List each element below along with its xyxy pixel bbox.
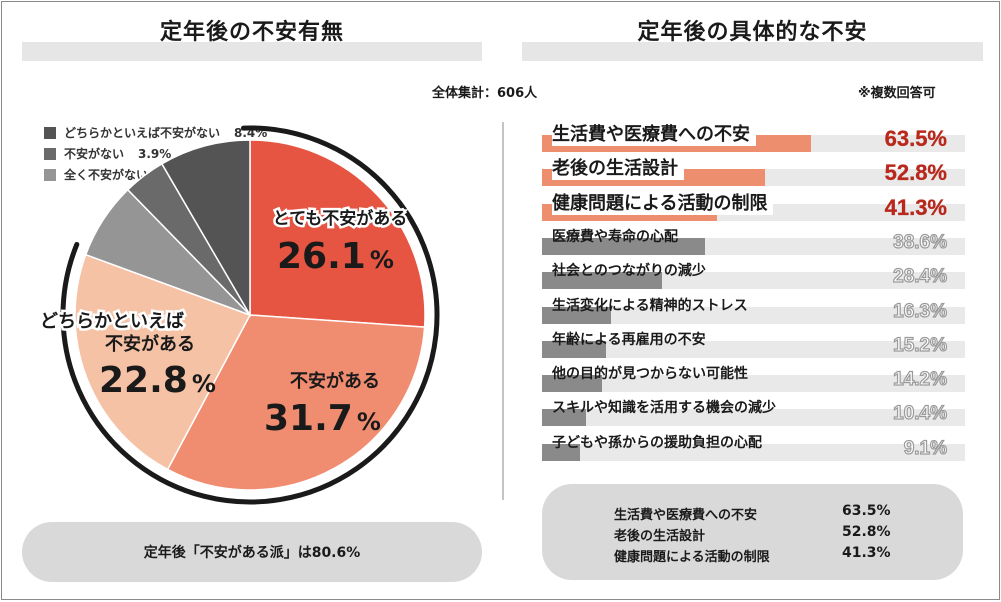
pie-slice <box>84 188 251 316</box>
pie-slice <box>126 162 251 316</box>
bar-row: 老後の生活設計 52.8% <box>542 154 967 189</box>
bar-track <box>542 306 965 324</box>
bar-track <box>542 340 965 358</box>
bar <box>542 237 706 255</box>
bar-row: 健康問題による活動の制限 41.3% <box>542 188 967 224</box>
legend-label: どちらかといえば不安がない <box>64 126 221 140</box>
slice-label-somewhat-anxious-1: どちらかといえば <box>40 311 184 332</box>
slice-value-somewhat-anxious: 22.8% <box>99 360 216 401</box>
bar <box>542 340 607 358</box>
bar <box>542 375 603 393</box>
bar-row: 子どもや孫からの援助負担の心配 9.1% <box>542 431 967 464</box>
bar-row: 社会とのつながりの減少 28.4% <box>542 259 967 292</box>
bar-category-label: 老後の生活設計 <box>552 154 684 181</box>
bar-value-label: 9.1% <box>903 437 948 459</box>
legend-swatch <box>44 126 56 139</box>
pie-slice <box>166 314 426 491</box>
bar-value-label: 10.4% <box>893 403 948 425</box>
bar-value-label: 63.5% <box>884 126 947 151</box>
bar-category-label: 生活費や医療費への不安 <box>552 120 756 146</box>
bar-value-label: 14.2% <box>893 368 948 391</box>
right-title: 定年後の具体的な不安 <box>637 20 868 45</box>
bar-value-label: 28.4% <box>893 266 948 288</box>
pie-slice <box>249 139 426 328</box>
legend-item: 不安がない 3.9% <box>44 143 267 164</box>
summary-label: 生活費や医療費への不安 <box>614 508 758 523</box>
bar-track <box>542 375 965 393</box>
bar-row: 生活変化による精神的ストレス 16.3% <box>542 294 967 327</box>
anxious-summary-pill: 定年後「不安がある派」は80.6% <box>22 522 482 582</box>
bar-value-label: 52.8% <box>884 160 947 186</box>
bar-row: 生活費や医療費への不安 63.5% <box>542 120 967 155</box>
bar-category-label: 生活変化による精神的ストレス <box>552 297 748 314</box>
bar-category-label: 他の目的が見つからない可能性 <box>552 366 748 383</box>
section-divider <box>502 122 504 500</box>
legend-swatch <box>44 147 56 160</box>
total-respondents-note: 全体集計：606人 <box>432 86 538 101</box>
pie-legend: どちらかといえば不安がない 8.4% 不安がない 3.9% 全く不安がない 7.… <box>44 122 267 185</box>
slice-value-very-anxious: 26.1% <box>277 236 394 277</box>
summary-value: 63.5% <box>842 503 891 519</box>
slice-value-anxious: 31.7% <box>264 398 381 439</box>
bar-value-label: 16.3% <box>893 300 948 322</box>
bar-row: 医療費や寿命の心配 38.6% <box>542 225 967 258</box>
bar-value-label: 38.6% <box>893 231 948 253</box>
summary-label: 健康問題による活動の制限 <box>614 550 770 565</box>
pie-slice <box>74 253 252 471</box>
legend-label: 全く不安がない <box>64 168 149 182</box>
bar-value-label: 41.3% <box>884 194 947 220</box>
bar <box>542 272 663 290</box>
summary-value: 41.3% <box>842 545 891 561</box>
bar-row: 他の目的が見つからない可能性 14.2% <box>542 362 967 395</box>
summary-label: 老後の生活設計 <box>614 529 706 544</box>
legend-item: どちらかといえば不安がない 8.4% <box>44 122 267 143</box>
right-title-band <box>522 42 983 61</box>
bar-track <box>542 409 965 427</box>
bar-row: 年齢による再雇用の不安 15.2% <box>542 328 967 361</box>
bar-category-label: 健康問題による活動の制限 <box>552 188 774 215</box>
bar <box>542 443 581 461</box>
bar-value-label: 15.2% <box>893 334 948 356</box>
slice-label-somewhat-anxious-2: 不安がある <box>105 333 195 355</box>
legend-label: 不安がない <box>64 147 125 161</box>
anxious-summary-text: 定年後「不安がある派」は80.6% <box>143 545 361 561</box>
legend-value: 7.1% <box>162 167 196 182</box>
multiple-answer-note: ※複数回答可 <box>858 86 936 101</box>
bar-category-label: スキルや知識を活用する機会の減少 <box>552 400 776 417</box>
left-title-band <box>22 42 482 61</box>
bar <box>542 306 611 324</box>
legend-value: 8.4% <box>234 125 268 140</box>
slice-label-anxious: 不安がある <box>290 370 380 392</box>
bar-category-label: 医療費や寿命の心配 <box>552 228 678 245</box>
bar-category-label: 子どもや孫からの援助負担の心配 <box>552 434 762 451</box>
top3-summary-pill: 生活費や医療費への不安 63.5% 老後の生活設計 52.8% 健康問題による活… <box>542 484 963 580</box>
bar-track <box>542 443 965 461</box>
legend-item: 全く不安がない 7.1% <box>44 164 267 185</box>
bar-category-label: 社会とのつながりの減少 <box>552 263 706 280</box>
legend-value: 3.9% <box>138 146 172 161</box>
pie-slices <box>74 139 426 491</box>
summary-value: 52.8% <box>842 524 891 540</box>
bar <box>542 409 586 427</box>
bar-category-label: 年齢による再雇用の不安 <box>552 331 706 348</box>
slice-label-very-anxious: とても不安がある <box>273 208 408 229</box>
bar-row: スキルや知識を活用する機会の減少 10.4% <box>542 396 967 429</box>
left-title: 定年後の不安有無 <box>159 20 344 45</box>
legend-swatch <box>44 168 56 181</box>
